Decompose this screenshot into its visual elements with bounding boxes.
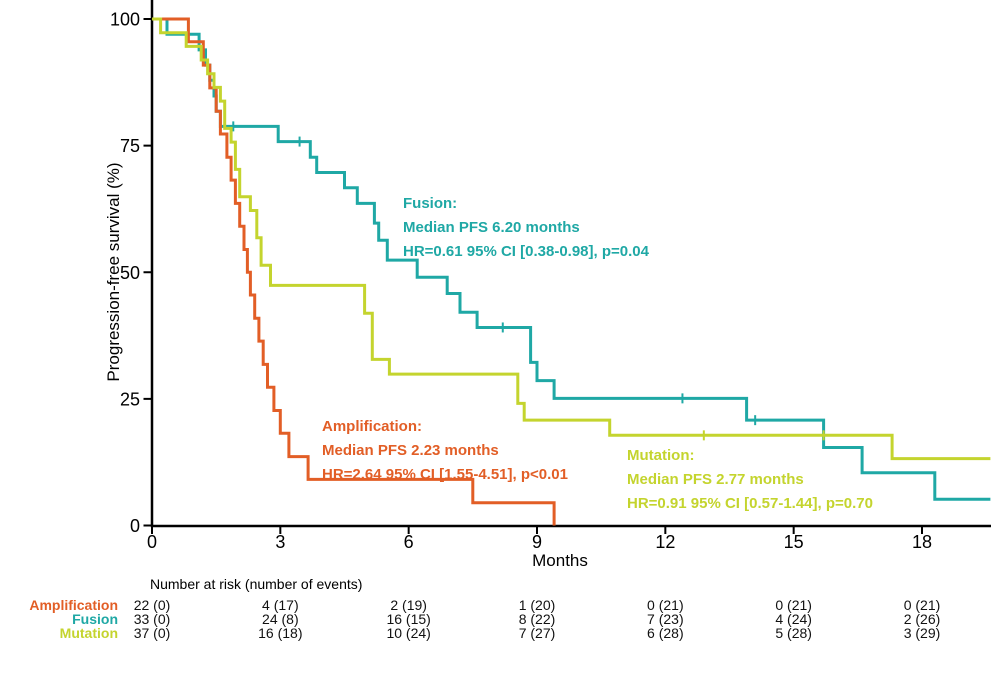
risk-row-label-mutation: Mutation xyxy=(59,625,118,641)
x-tick-label: 6 xyxy=(404,532,414,552)
y-tick-label: 100 xyxy=(110,10,140,30)
risk-value: 7 (23) xyxy=(647,611,684,627)
annotation-amplification-hr: HR=2.64 95% CI [1.55-4.51], p<0.01 xyxy=(322,466,568,483)
risk-table-header: Number at risk (number of events) xyxy=(150,576,363,592)
annotation-amplification-median: Median PFS 2.23 months xyxy=(322,442,499,459)
risk-value: 1 (20) xyxy=(518,597,556,613)
risk-value: 10 (24) xyxy=(386,625,431,641)
x-tick-label: 9 xyxy=(532,532,542,552)
risk-value: 2 (26) xyxy=(903,611,941,627)
risk-value: 8 (22) xyxy=(518,611,556,627)
y-tick-label: 75 xyxy=(120,136,140,156)
risk-value: 2 (19) xyxy=(390,597,427,613)
annotation-mutation-title: Mutation: xyxy=(627,447,695,464)
annotation-mutation-median: Median PFS 2.77 months xyxy=(627,471,804,488)
risk-value: 4 (24) xyxy=(775,611,812,627)
survival-curve-amplification xyxy=(152,17,556,526)
y-axis-title: Progression-free survival (%) xyxy=(104,162,123,381)
risk-value: 33 (0) xyxy=(133,611,171,627)
annotation-mutation-hr: HR=0.91 95% CI [0.57-1.44], p=0.70 xyxy=(627,495,873,512)
risk-row-label-fusion: Fusion xyxy=(72,611,118,627)
annotation-mutation: Mutation: Median PFS 2.77 months HR=0.91… xyxy=(627,444,873,516)
x-tick-label: 12 xyxy=(655,532,675,552)
x-tick-label: 15 xyxy=(784,532,804,552)
x-tick-label: 0 xyxy=(147,532,157,552)
risk-value: 16 (18) xyxy=(258,625,303,641)
annotation-fusion-title: Fusion: xyxy=(403,195,458,212)
annotation-amplification-title: Amplification: xyxy=(322,418,422,435)
risk-row-label-amplification: Amplification xyxy=(29,597,118,613)
risk-value: 0 (21) xyxy=(903,597,941,613)
risk-value: 16 (15) xyxy=(386,611,431,627)
risk-value: 4 (17) xyxy=(262,597,299,613)
survival-curve-mutation xyxy=(152,17,991,461)
risk-value: 3 (29) xyxy=(903,625,941,641)
risk-value: 6 (28) xyxy=(647,625,684,641)
risk-value: 37 (0) xyxy=(133,625,171,641)
annotation-fusion-median: Median PFS 6.20 months xyxy=(403,219,580,236)
x-tick-label: 18 xyxy=(912,532,932,552)
annotation-fusion-hr: HR=0.61 95% CI [0.38-0.98], p=0.04 xyxy=(403,243,649,260)
y-tick-label: 0 xyxy=(130,516,140,536)
axes-layer: 0 25 50 75 100 0 3 6 9 12 15 18 xyxy=(110,0,991,552)
annotation-amplification: Amplification: Median PFS 2.23 months HR… xyxy=(322,415,568,487)
risk-value: 24 (8) xyxy=(262,611,299,627)
y-tick-label: 25 xyxy=(120,389,140,409)
risk-value: 22 (0) xyxy=(133,597,171,613)
survival-curves-layer xyxy=(152,17,991,526)
x-axis-title: Months xyxy=(532,551,588,570)
annotation-fusion: Fusion: Median PFS 6.20 months HR=0.61 9… xyxy=(403,192,649,264)
risk-value: 0 (21) xyxy=(647,597,684,613)
x-tick-label: 3 xyxy=(275,532,285,552)
y-tick-label: 50 xyxy=(120,263,140,283)
risk-value: 7 (27) xyxy=(518,625,556,641)
risk-value: 0 (21) xyxy=(775,597,812,613)
risk-value: 5 (28) xyxy=(775,625,812,641)
